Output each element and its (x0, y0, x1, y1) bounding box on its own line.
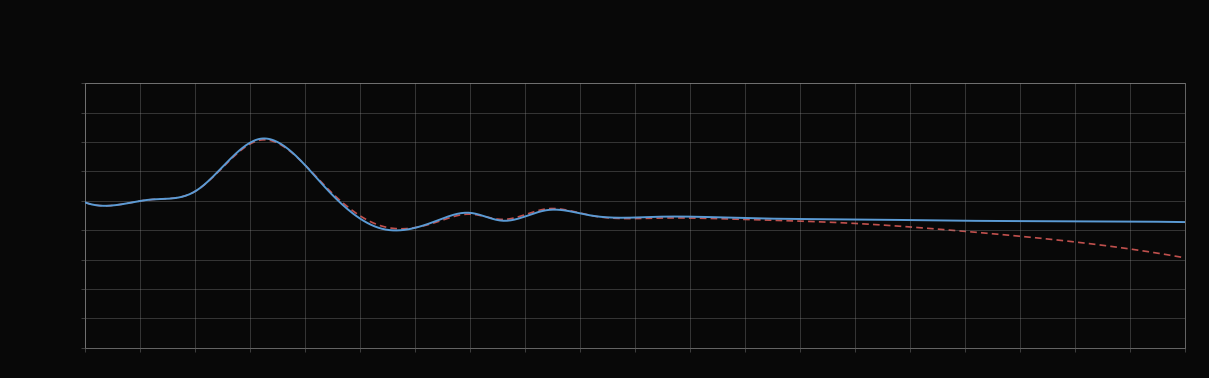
Legend:   ,   : , (1139, 0, 1179, 4)
